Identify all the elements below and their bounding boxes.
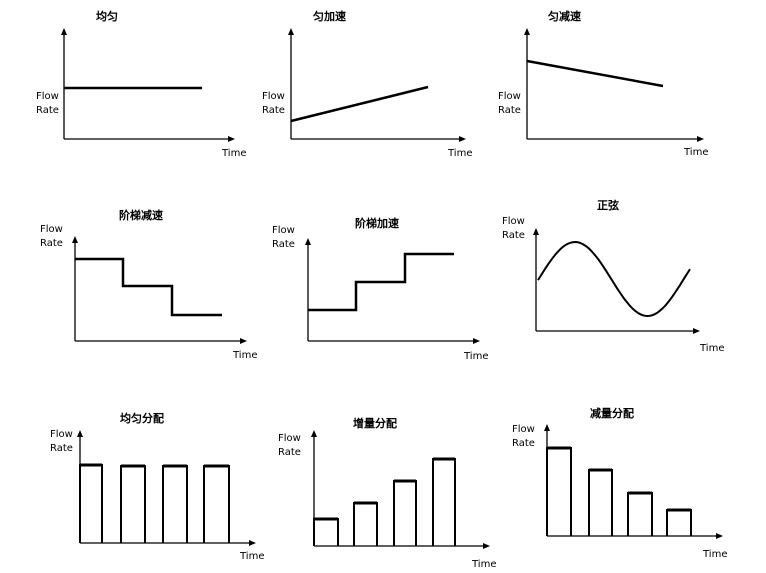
panel-title: 均匀 xyxy=(96,9,118,23)
panel-title: 阶梯减速 xyxy=(119,208,163,222)
panel-title: 正弦 xyxy=(597,198,619,212)
y-axis-arrow-icon xyxy=(288,28,294,35)
x-axis-label: Time xyxy=(221,148,246,159)
y-axis-label: Rate xyxy=(36,105,59,116)
bar xyxy=(313,518,339,546)
y-axis-arrow-icon xyxy=(61,28,67,35)
panel-title: 匀减速 xyxy=(548,9,581,23)
panel-title: 增量分配 xyxy=(353,416,397,430)
x-axis-label: Time xyxy=(702,549,727,560)
x-axis-arrow-icon xyxy=(716,533,723,539)
flow-line xyxy=(75,257,222,317)
bar xyxy=(162,465,188,543)
bar xyxy=(588,469,613,536)
bar xyxy=(432,458,456,546)
y-axis-label: Rate xyxy=(278,447,301,458)
flow-line xyxy=(308,252,454,312)
x-axis-label: Time xyxy=(232,350,257,361)
x-axis-arrow-icon xyxy=(228,136,235,142)
y-axis-arrow-icon xyxy=(311,430,317,437)
bar xyxy=(203,465,230,543)
y-axis-arrow-icon xyxy=(72,236,78,243)
x-axis-label: Time xyxy=(471,559,496,570)
bar xyxy=(353,502,378,546)
bar xyxy=(120,465,146,543)
y-axis-label: Flow xyxy=(40,224,63,235)
x-axis-arrow-icon xyxy=(249,540,256,546)
y-axis-label: Flow xyxy=(498,91,521,102)
bar xyxy=(546,447,572,536)
y-axis-arrow-icon xyxy=(77,430,83,437)
y-axis-label: Flow xyxy=(278,433,301,444)
y-axis-label: Rate xyxy=(498,105,521,116)
y-axis-label: Rate xyxy=(262,105,285,116)
y-axis-label: Rate xyxy=(50,443,73,454)
panel-title: 均匀分配 xyxy=(120,411,164,425)
y-axis-label: Rate xyxy=(502,230,525,241)
y-axis-arrow-icon xyxy=(533,228,539,235)
bar xyxy=(393,480,417,546)
y-axis-label: Flow xyxy=(272,225,295,236)
y-axis-label: Flow xyxy=(36,91,59,102)
x-axis-label: Time xyxy=(239,551,264,562)
x-axis-label: Time xyxy=(699,343,724,354)
x-axis-arrow-icon xyxy=(459,136,466,142)
y-axis-arrow-icon xyxy=(524,28,530,35)
x-axis-label: Time xyxy=(447,148,472,159)
sine-curve xyxy=(537,240,691,318)
panel-title: 阶梯加速 xyxy=(355,216,399,230)
x-axis-label: Time xyxy=(683,147,708,158)
y-axis-label: Flow xyxy=(502,216,525,227)
bar xyxy=(79,464,103,543)
x-axis-arrow-icon xyxy=(697,136,704,142)
x-axis-arrow-icon xyxy=(240,338,247,344)
panel-title: 匀加速 xyxy=(313,9,346,23)
y-axis-arrow-icon xyxy=(305,238,311,245)
y-axis-label: Rate xyxy=(40,238,63,249)
y-axis-label: Rate xyxy=(512,438,535,449)
x-axis-arrow-icon xyxy=(473,338,480,344)
x-axis-arrow-icon xyxy=(483,543,490,549)
x-axis-arrow-icon xyxy=(693,328,700,334)
panel-title: 减量分配 xyxy=(590,406,634,420)
y-axis-label: Flow xyxy=(512,424,535,435)
y-axis-label: Rate xyxy=(272,239,295,250)
flow-line xyxy=(526,59,664,88)
flow-line xyxy=(290,85,429,123)
bar xyxy=(666,509,692,536)
bar xyxy=(627,492,653,536)
y-axis-label: Flow xyxy=(50,429,73,440)
x-axis-label: Time xyxy=(463,351,488,362)
y-axis-label: Flow xyxy=(262,91,285,102)
y-axis-arrow-icon xyxy=(544,424,550,431)
